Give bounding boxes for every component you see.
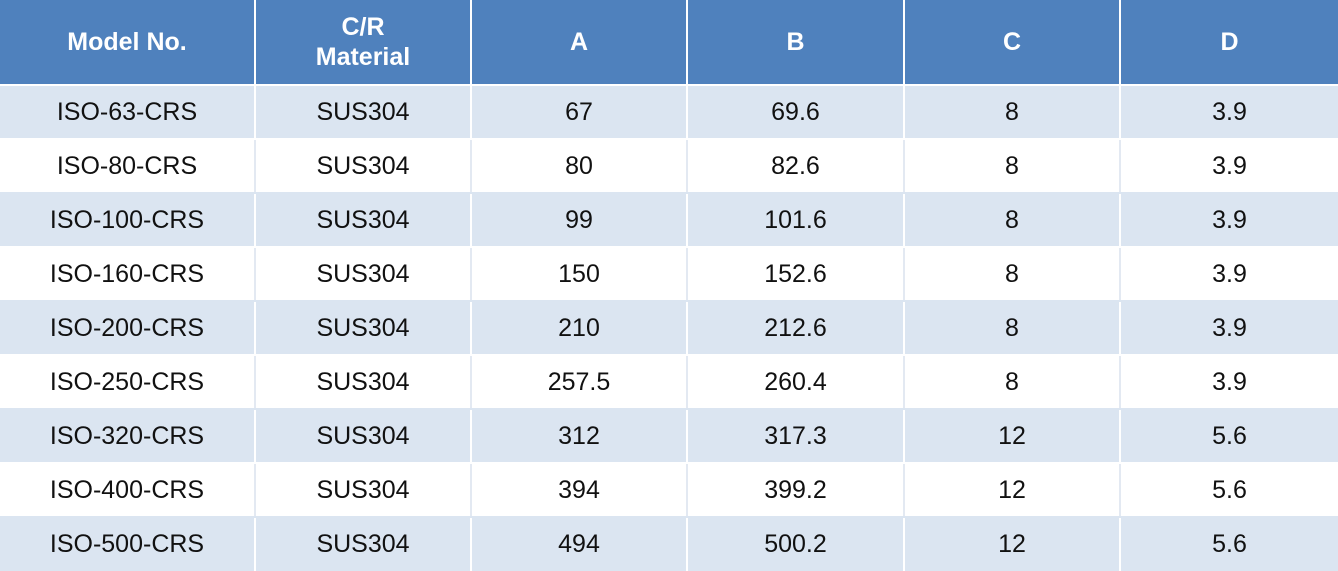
cell-c: 8 bbox=[904, 247, 1121, 302]
cell-material: SUS304 bbox=[255, 85, 472, 140]
header-cr-material-line1: C/R bbox=[341, 13, 385, 41]
cell-material: SUS304 bbox=[255, 247, 472, 302]
table-row: ISO-100-CRS SUS304 99 101.6 8 3.9 bbox=[0, 193, 1338, 248]
cell-c: 12 bbox=[904, 517, 1121, 571]
table-row: ISO-160-CRS SUS304 150 152.6 8 3.9 bbox=[0, 247, 1338, 302]
header-a: A bbox=[470, 0, 688, 86]
cell-a: 80 bbox=[471, 139, 688, 194]
cell-material: SUS304 bbox=[255, 355, 472, 410]
cell-a: 394 bbox=[471, 463, 688, 518]
cell-material: SUS304 bbox=[255, 193, 472, 248]
cell-c: 8 bbox=[904, 301, 1121, 356]
table-body: ISO-63-CRS SUS304 67 69.6 8 3.9 ISO-80-C… bbox=[0, 85, 1338, 571]
cell-b: 101.6 bbox=[687, 193, 905, 248]
cell-d: 5.6 bbox=[1120, 409, 1338, 464]
cell-b: 500.2 bbox=[687, 517, 905, 571]
cell-a: 312 bbox=[471, 409, 688, 464]
cell-d: 3.9 bbox=[1120, 247, 1338, 302]
cell-material: SUS304 bbox=[255, 463, 472, 518]
table-header: Model No. C/R Material A B C D bbox=[0, 0, 1338, 86]
table-row: ISO-400-CRS SUS304 394 399.2 12 5.6 bbox=[0, 463, 1338, 518]
cell-model: ISO-200-CRS bbox=[0, 301, 256, 356]
table-row: ISO-80-CRS SUS304 80 82.6 8 3.9 bbox=[0, 139, 1338, 194]
cell-c: 8 bbox=[904, 85, 1121, 140]
cell-model: ISO-100-CRS bbox=[0, 193, 256, 248]
cell-c: 8 bbox=[904, 355, 1121, 410]
cell-d: 5.6 bbox=[1120, 517, 1338, 571]
cell-model: ISO-160-CRS bbox=[0, 247, 256, 302]
cell-a: 210 bbox=[471, 301, 688, 356]
table-row: ISO-200-CRS SUS304 210 212.6 8 3.9 bbox=[0, 301, 1338, 356]
cell-d: 3.9 bbox=[1120, 139, 1338, 194]
header-cr-material-line2: Material bbox=[315, 43, 411, 71]
cell-b: 212.6 bbox=[687, 301, 905, 356]
cell-b: 260.4 bbox=[687, 355, 905, 410]
cell-a: 150 bbox=[471, 247, 688, 302]
header-d: D bbox=[1119, 0, 1338, 86]
cell-d: 3.9 bbox=[1120, 301, 1338, 356]
cell-model: ISO-63-CRS bbox=[0, 85, 256, 140]
cell-c: 12 bbox=[904, 463, 1121, 518]
cell-d: 3.9 bbox=[1120, 85, 1338, 140]
cell-d: 5.6 bbox=[1120, 463, 1338, 518]
cell-material: SUS304 bbox=[255, 409, 472, 464]
cell-material: SUS304 bbox=[255, 301, 472, 356]
cell-model: ISO-320-CRS bbox=[0, 409, 256, 464]
cell-c: 8 bbox=[904, 139, 1121, 194]
cell-model: ISO-500-CRS bbox=[0, 517, 256, 571]
table-row: ISO-320-CRS SUS304 312 317.3 12 5.6 bbox=[0, 409, 1338, 464]
cell-d: 3.9 bbox=[1120, 193, 1338, 248]
cell-a: 67 bbox=[471, 85, 688, 140]
table-row: ISO-250-CRS SUS304 257.5 260.4 8 3.9 bbox=[0, 355, 1338, 410]
header-model-no: Model No. bbox=[0, 0, 256, 86]
header-b: B bbox=[686, 0, 905, 86]
cell-model: ISO-400-CRS bbox=[0, 463, 256, 518]
cell-a: 99 bbox=[471, 193, 688, 248]
cell-b: 152.6 bbox=[687, 247, 905, 302]
cell-a: 257.5 bbox=[471, 355, 688, 410]
cell-c: 8 bbox=[904, 193, 1121, 248]
cell-b: 399.2 bbox=[687, 463, 905, 518]
cell-b: 82.6 bbox=[687, 139, 905, 194]
cell-material: SUS304 bbox=[255, 139, 472, 194]
header-c: C bbox=[903, 0, 1121, 86]
cell-a: 494 bbox=[471, 517, 688, 571]
cell-b: 317.3 bbox=[687, 409, 905, 464]
table-row: ISO-63-CRS SUS304 67 69.6 8 3.9 bbox=[0, 85, 1338, 140]
cell-model: ISO-80-CRS bbox=[0, 139, 256, 194]
table-row: ISO-500-CRS SUS304 494 500.2 12 5.6 bbox=[0, 517, 1338, 571]
header-cr-material: C/R Material bbox=[254, 0, 472, 86]
cell-c: 12 bbox=[904, 409, 1121, 464]
header-row: Model No. C/R Material A B C D bbox=[0, 0, 1338, 86]
cell-model: ISO-250-CRS bbox=[0, 355, 256, 410]
cell-d: 3.9 bbox=[1120, 355, 1338, 410]
cell-b: 69.6 bbox=[687, 85, 905, 140]
cell-material: SUS304 bbox=[255, 517, 472, 571]
